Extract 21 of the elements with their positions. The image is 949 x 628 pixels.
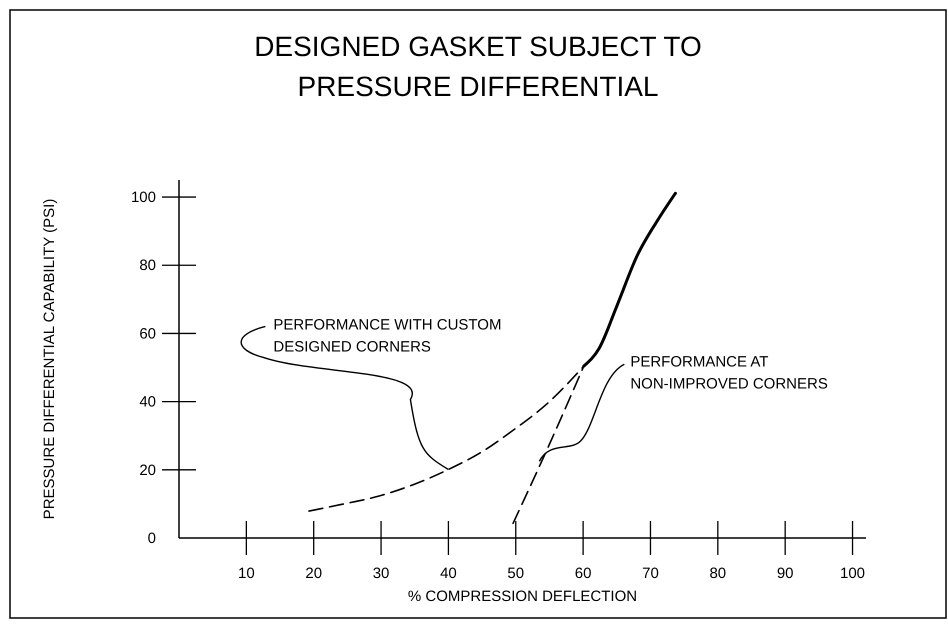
- y-tick-label: 40: [139, 394, 156, 411]
- x-tick-label: 70: [642, 565, 659, 582]
- y-tick-label: 0: [148, 530, 156, 547]
- x-tick-label: 10: [238, 565, 255, 582]
- chart-title: DESIGNED GASKET SUBJECT TO PRESSURE DIFFERENTIAL: [254, 31, 702, 102]
- x-axis-title: % COMPRESSION DEFLECTION: [408, 588, 638, 605]
- x-tick-label: 20: [305, 565, 322, 582]
- x-tick-label: 50: [507, 565, 524, 582]
- x-tick-label: 90: [776, 565, 794, 582]
- y-axis-title: PRESSURE DIFFERENTIAL CAPABILITY (PSI): [41, 198, 58, 520]
- x-tick-label: 80: [709, 565, 726, 582]
- y-tick-label: 80: [139, 257, 156, 274]
- y-tick-label: 100: [130, 189, 156, 206]
- x-tick-label: 100: [840, 565, 866, 582]
- x-tick-label: 40: [440, 565, 457, 582]
- y-tick-label: 60: [139, 325, 156, 342]
- x-tick-label: 30: [372, 565, 390, 582]
- annotation: PERFORMANCE WITH CUSTOM DESIGNED CORNERS: [273, 316, 502, 356]
- y-tick-label: 20: [139, 462, 156, 479]
- annotation: PERFORMANCE AT NON-IMPROVED CORNERS: [630, 353, 828, 392]
- x-tick-label: 60: [574, 565, 592, 582]
